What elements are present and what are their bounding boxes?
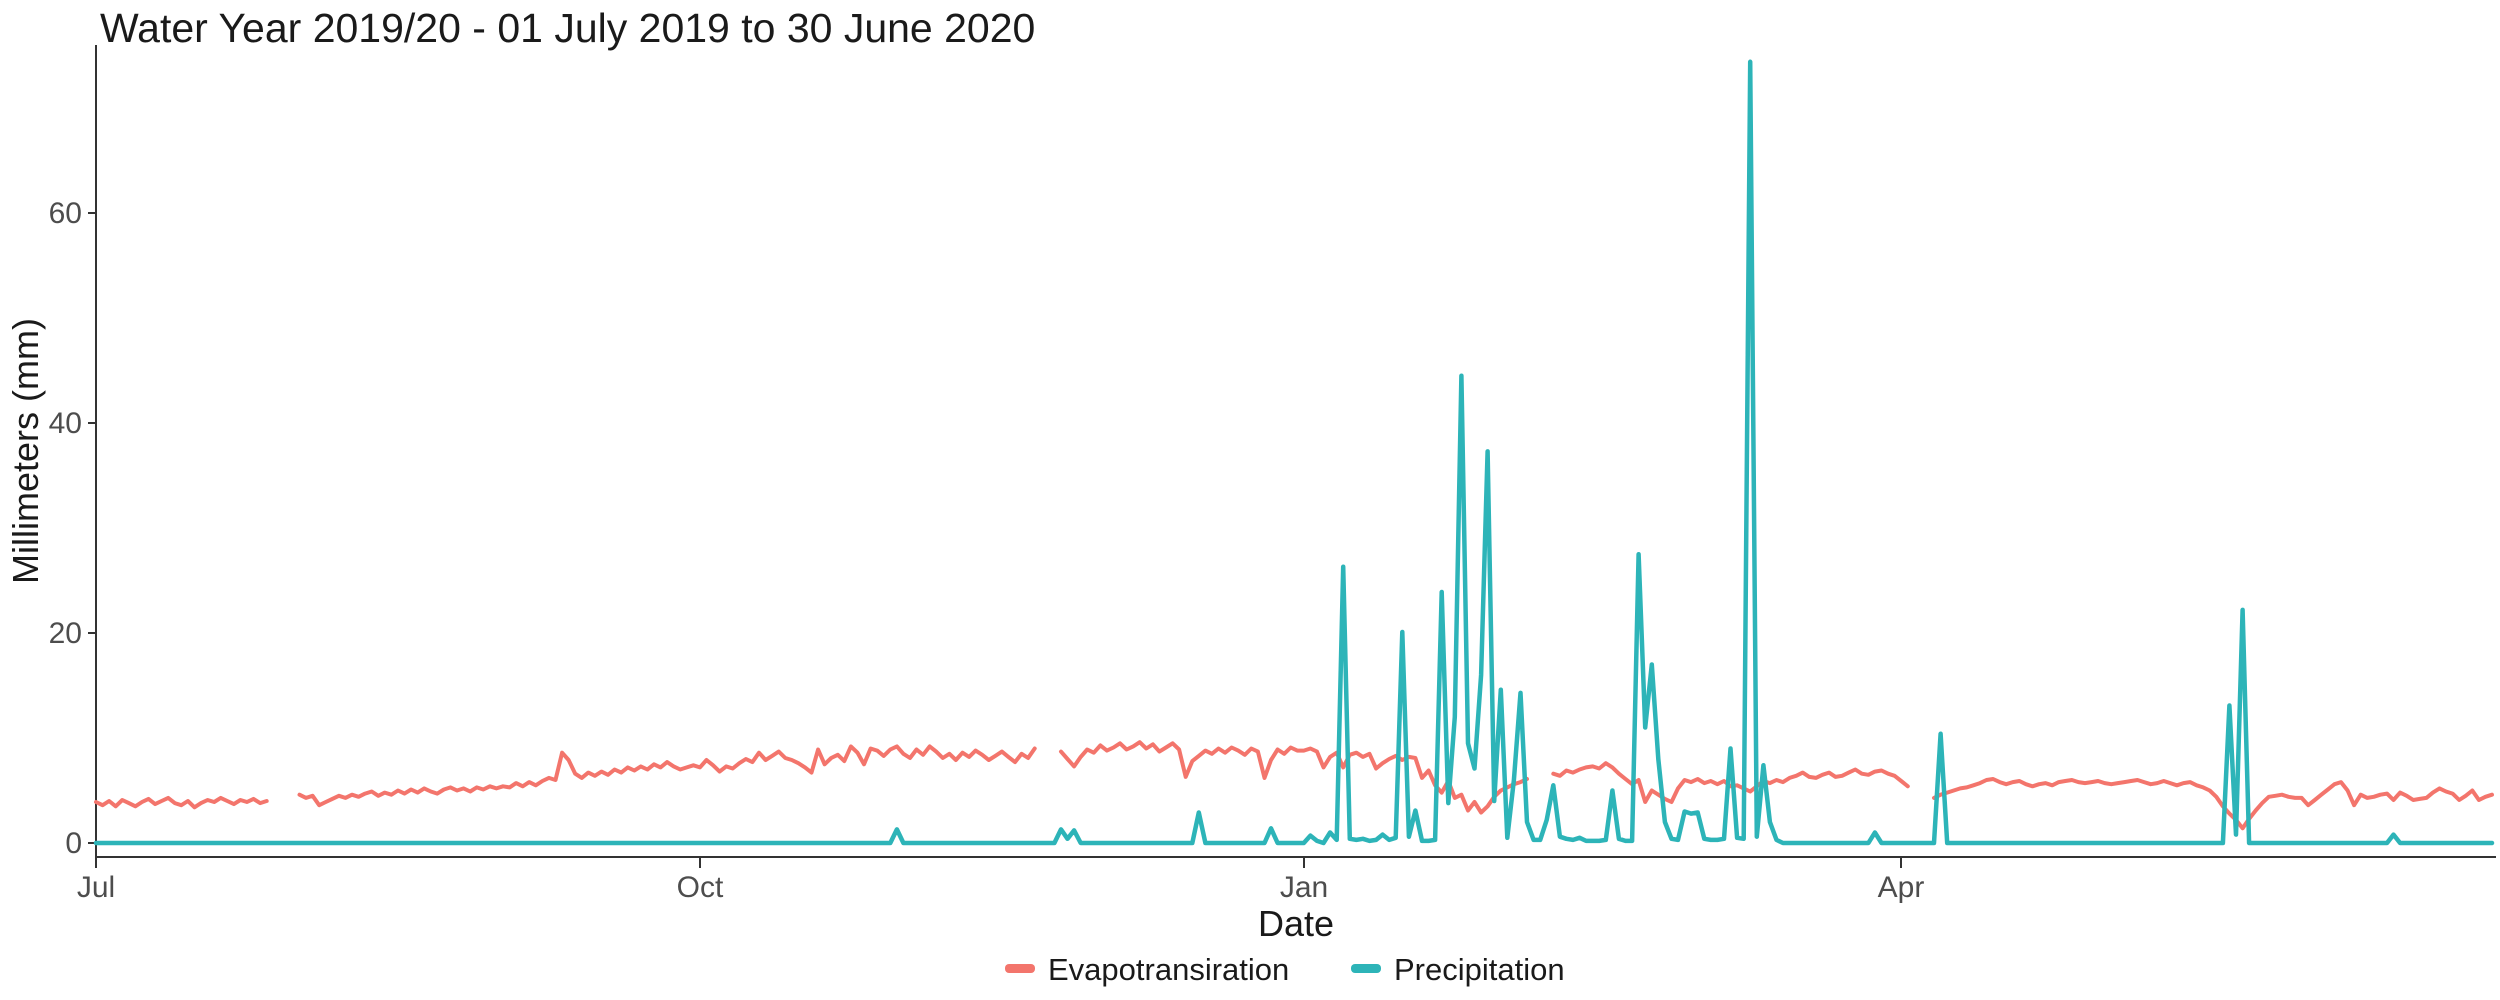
x-tick-label-jul: Jul <box>77 871 115 904</box>
precipitation-legend-label: Precipitation <box>1394 952 1565 987</box>
y-axis-title: Millimeters (mm) <box>5 318 46 584</box>
y-tick-label-0: 0 <box>65 827 82 860</box>
evapotranspiration-legend-key-icon <box>1005 964 1035 973</box>
legend: Evapotransiration Precipitation <box>1005 952 1565 987</box>
precipitation-legend-key-icon <box>1351 964 1381 973</box>
series-layer <box>93 59 2495 846</box>
x-tick-label-oct: Oct <box>677 871 724 904</box>
x-axis-title: Date <box>1258 903 1334 944</box>
chart-title: Water Year 2019/20 - 01 July 2019 to 30 … <box>100 5 1035 51</box>
evapotranspiration-line <box>94 740 2494 831</box>
x-tick-label-jan: Jan <box>1280 871 1328 904</box>
evapotranspiration-legend-label: Evapotransiration <box>1048 952 1289 987</box>
x-tick-label-apr: Apr <box>1878 871 1925 904</box>
y-tick-label-20: 20 <box>49 617 82 650</box>
y-tick-label-60: 60 <box>49 197 82 230</box>
y-tick-label-40: 40 <box>49 407 82 440</box>
precipitation-line <box>93 59 2495 846</box>
